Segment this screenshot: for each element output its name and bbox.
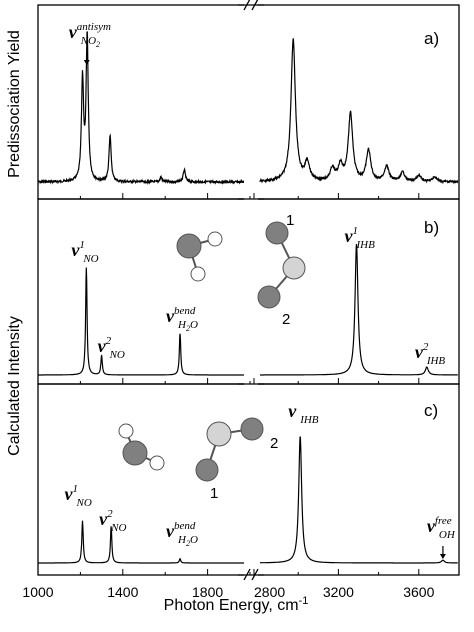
peak-label-sub: IHB bbox=[426, 355, 446, 367]
spectra-layer bbox=[37, 31, 459, 564]
break-mark-top-1 bbox=[243, 0, 251, 11]
atom-label-2: 2 bbox=[282, 311, 290, 328]
atom-oxygen-2 bbox=[240, 417, 264, 441]
break-mark-top-2 bbox=[251, 0, 259, 11]
nu-symbol: ν bbox=[65, 484, 74, 504]
nu-symbol: ν bbox=[69, 22, 78, 42]
atom-hydrogen bbox=[149, 455, 165, 471]
nu-symbol: ν bbox=[427, 516, 436, 536]
nu-symbol: ν bbox=[344, 226, 353, 246]
peak-label-sub: H bbox=[177, 319, 187, 331]
peak-label-sup: 2 bbox=[106, 335, 112, 347]
peak-label-sub: IHB bbox=[355, 239, 375, 251]
atom-hydrogen bbox=[207, 231, 223, 247]
nu-symbol: ν bbox=[98, 336, 107, 356]
break-mark-bottom-1 bbox=[243, 568, 251, 581]
peak-label-sup: free bbox=[435, 515, 452, 527]
peak-label-sub2: 2 bbox=[186, 324, 190, 333]
arrow-head-icon bbox=[83, 60, 90, 65]
peak-label-b-1: ν2 NO bbox=[98, 335, 125, 361]
atom-nitrogen bbox=[282, 256, 306, 280]
peak-label-b-2: νbend H2O bbox=[166, 305, 198, 333]
atom-nitrogen bbox=[206, 421, 232, 447]
peak-label-c-1: ν2 NO bbox=[99, 508, 126, 534]
peak-label-b-0: ν1 NO bbox=[71, 239, 98, 265]
spectrum-line-b-seg2 bbox=[260, 243, 458, 376]
spectrum-line-c-seg1 bbox=[38, 520, 248, 564]
peak-label-sub: NO bbox=[110, 522, 126, 534]
panel-a-tag: a) bbox=[424, 29, 439, 48]
break-mark-bottom-2 bbox=[251, 568, 259, 581]
atom-hydrogen bbox=[190, 266, 206, 282]
peak-label-sup: 1 bbox=[79, 239, 85, 251]
x-tick-label: 1400 bbox=[107, 584, 138, 600]
peak-label-sup: bend bbox=[174, 520, 196, 532]
arrow-head-icon bbox=[439, 554, 446, 559]
peak-label-c-0: ν1 NO bbox=[65, 483, 92, 509]
peak-label-sup: bend bbox=[174, 305, 196, 317]
x-axis-label: Photon Energy, cm-1 bbox=[164, 595, 309, 614]
atom-oxygen-1 bbox=[195, 458, 219, 482]
peak-label-b-3: ν1 IHB bbox=[344, 225, 375, 251]
peak-label-sub3: O bbox=[190, 534, 198, 546]
peak-label-c-4: νfree OH bbox=[427, 515, 456, 541]
atom-label-2: 2 bbox=[270, 435, 278, 452]
panel-c-tag: c) bbox=[424, 401, 438, 420]
peak-label-sup: 2 bbox=[107, 508, 113, 520]
y-axis-label-top: Predissociation Yield bbox=[6, 30, 23, 178]
peak-label-sub: NO bbox=[76, 497, 92, 509]
y-axis-label-bottom: Calculated Intensity bbox=[6, 316, 23, 456]
atom-label-1: 1 bbox=[286, 212, 294, 229]
spectrum-line-c-seg2 bbox=[260, 436, 458, 564]
peak-label-sup: 1 bbox=[352, 225, 358, 237]
molecule-c-no2: 2 1 bbox=[195, 417, 278, 502]
spectrum-line-a-seg1 bbox=[37, 31, 249, 186]
nu-symbol: ν bbox=[71, 240, 80, 260]
x-tick-label: 1800 bbox=[192, 584, 223, 600]
peak-label-c-2: νbend H2O bbox=[166, 520, 198, 548]
atom-hydrogen bbox=[118, 423, 134, 439]
axis-break-marks bbox=[238, 0, 264, 632]
atom-oxygen bbox=[122, 440, 148, 466]
peak-label-c-3: ν IHB bbox=[288, 401, 319, 426]
x-axis-label-unit-sup: -1 bbox=[299, 595, 309, 607]
x-tick-label: 2800 bbox=[254, 584, 285, 600]
x-axis-label-text: Photon Energy, cm bbox=[164, 597, 299, 614]
nu-symbol: ν bbox=[415, 342, 424, 362]
nu-symbol: ν bbox=[288, 401, 297, 421]
peak-label-sub: OH bbox=[439, 529, 456, 541]
peak-label-sub: IHB bbox=[299, 414, 319, 426]
nu-symbol: ν bbox=[166, 306, 175, 326]
spectrum-line-a-seg2 bbox=[259, 38, 459, 185]
peak-label-sub: NO bbox=[80, 35, 96, 47]
peak-label-b-4: ν2 IHB bbox=[415, 341, 446, 367]
atom-oxygen-2 bbox=[257, 285, 281, 309]
peak-label-sub: NO bbox=[82, 253, 98, 265]
x-tick-label: 1000 bbox=[22, 584, 53, 600]
peak-label-sub2: 2 bbox=[96, 40, 100, 49]
peak-label-sub2: 2 bbox=[186, 539, 190, 548]
x-tick-label: 3600 bbox=[403, 584, 434, 600]
atom-label-1: 1 bbox=[210, 485, 218, 502]
x-tick-label: 3200 bbox=[323, 584, 354, 600]
molecule-b-no2: 1 2 bbox=[257, 212, 306, 328]
panel-b-tag: b) bbox=[424, 218, 439, 237]
peak-label-sup: antisym bbox=[77, 21, 111, 33]
peak-label-sub: NO bbox=[109, 349, 125, 361]
spectrum-line-b-seg1 bbox=[38, 267, 248, 376]
nu-symbol: ν bbox=[99, 509, 108, 529]
peak-label-sup: 1 bbox=[73, 483, 79, 495]
nu-symbol: ν bbox=[166, 521, 175, 541]
molecule-c-water bbox=[118, 423, 165, 471]
atom-oxygen bbox=[176, 233, 202, 259]
peak-label-sub3: O bbox=[190, 319, 198, 331]
atom-oxygen-1 bbox=[265, 221, 289, 245]
peak-label-sup: 2 bbox=[423, 341, 429, 353]
x-axis-ticks: 1000 1400 1800 2800 3200 3600 bbox=[22, 193, 435, 600]
peak-label-sub: H bbox=[177, 534, 187, 546]
peak-label-a-0: νantisym NO2 bbox=[69, 21, 111, 49]
molecule-b-water bbox=[176, 231, 223, 282]
